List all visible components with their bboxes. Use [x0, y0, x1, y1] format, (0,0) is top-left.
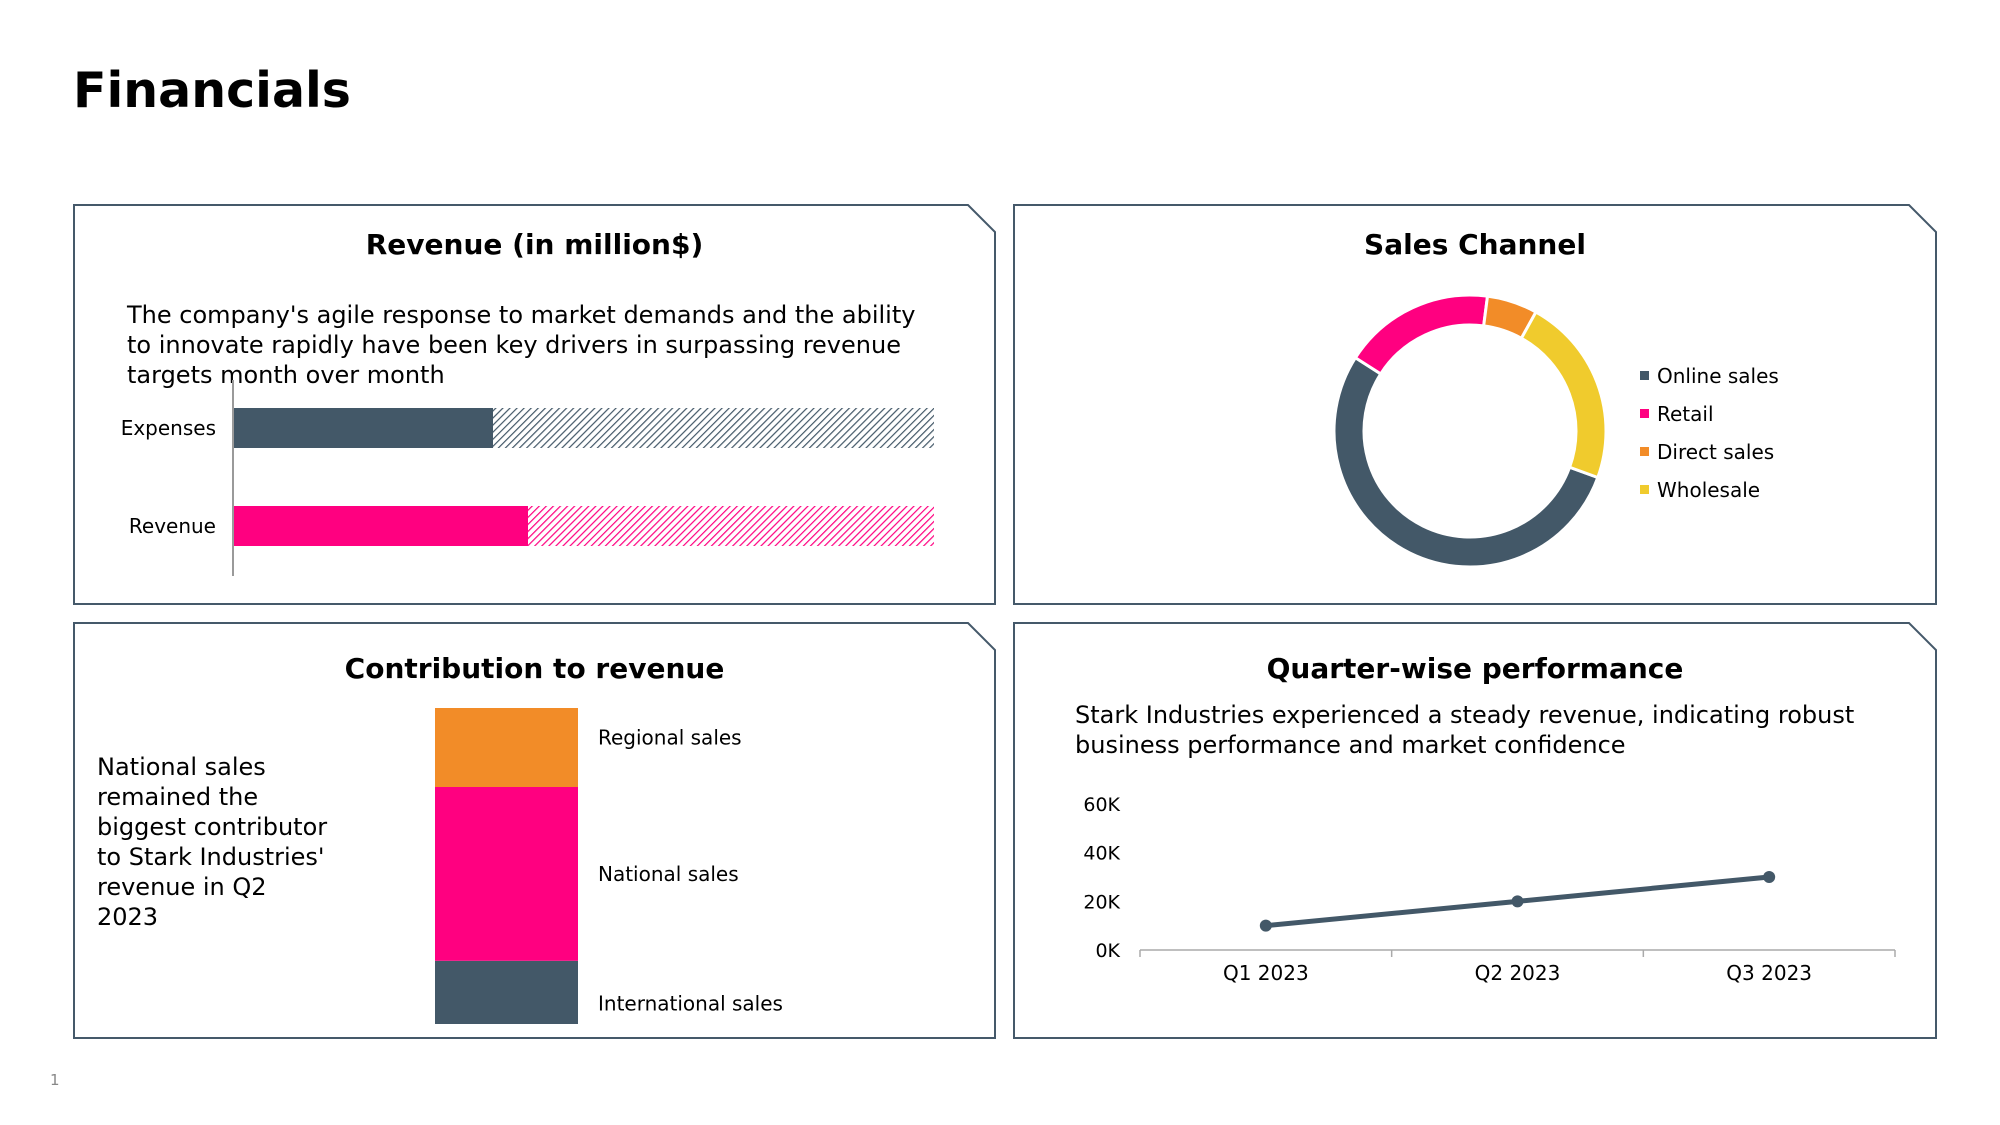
bar-expenses-hatched [493, 408, 934, 448]
legend-online-sales: Online sales [1640, 364, 1779, 388]
donut-slice-online-sales [1332, 355, 1600, 569]
legend-swatch [1640, 371, 1649, 380]
bar-expenses-solid [234, 408, 493, 448]
revenue-bar-chart: Expenses Revenue [121, 380, 934, 576]
stack-label-international: International sales [598, 991, 783, 1015]
donut-slice-wholesale [1519, 310, 1608, 480]
stack-label-regional: Regional sales [598, 726, 742, 750]
stack-segment-regional [435, 708, 578, 787]
slide-number: 1 [50, 1071, 60, 1089]
x-tick-label: Q1 2023 [1223, 961, 1309, 985]
y-tick-label: 20K [1083, 891, 1120, 913]
bar-revenue-solid [234, 506, 528, 546]
quarter-panel-description: Stark Industries experienced a steady re… [1075, 701, 1855, 759]
category-label-revenue: Revenue [129, 514, 216, 538]
stack-segment-international [435, 960, 578, 1024]
line-point [1259, 919, 1272, 932]
revenue-panel-description: The company's agile response to market d… [127, 301, 916, 389]
quarter-panel-title: Quarter-wise performance [1266, 652, 1684, 685]
contribution-panel-description: National sales remained the biggest cont… [97, 753, 328, 931]
sales-channel-panel-title: Sales Channel [1364, 228, 1586, 261]
legend-swatch [1640, 409, 1649, 418]
line-point [1763, 871, 1776, 883]
line-point [1511, 895, 1524, 908]
donut-slice-retail [1353, 293, 1490, 376]
legend-swatch [1640, 485, 1649, 494]
legend-direct-sales: Direct sales [1640, 440, 1774, 464]
contribution-stacked-bar-chart: International sales National sales Regiona… [435, 708, 783, 1024]
bar-revenue-hatched [528, 506, 934, 546]
contribution-panel-title: Contribution to revenue [344, 652, 725, 685]
x-tick-label: Q3 2023 [1726, 961, 1812, 985]
revenue-panel-title: Revenue (in million$) [365, 228, 704, 261]
sales-channel-donut-chart [1332, 293, 1608, 569]
y-tick-label: 60K [1083, 794, 1120, 816]
legend-retail: Retail [1640, 402, 1714, 426]
x-tick-label: Q2 2023 [1475, 961, 1561, 985]
y-tick-label: 40K [1083, 843, 1120, 865]
legend-wholesale: Wholesale [1640, 478, 1760, 502]
quarter-line-chart: 0K 20K 40K 60K Q1 2023 Q2 2023 Q3 2023 [1083, 794, 1896, 985]
stack-label-national: National sales [598, 862, 739, 886]
page-title: Financials [73, 62, 351, 119]
stack-segment-national [435, 787, 578, 961]
legend-swatch [1640, 447, 1649, 456]
category-label-expenses: Expenses [121, 416, 216, 440]
y-tick-label: 0K [1095, 940, 1120, 962]
